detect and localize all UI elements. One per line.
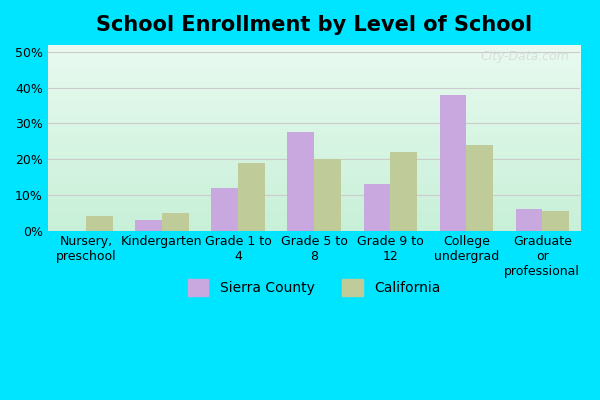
Bar	[86, 216, 113, 230]
Bar	[314, 159, 341, 230]
Text: City-Data.com: City-Data.com	[481, 50, 569, 64]
Title: School Enrollment by Level of School: School Enrollment by Level of School	[96, 15, 532, 35]
Bar	[542, 211, 569, 230]
Legend: Sierra County, California: Sierra County, California	[182, 274, 446, 302]
Bar	[466, 145, 493, 230]
Bar	[136, 220, 162, 230]
Bar	[211, 188, 238, 230]
Bar	[364, 184, 390, 230]
Bar	[440, 95, 466, 230]
Bar	[390, 152, 417, 230]
Bar	[515, 209, 542, 230]
Bar	[238, 163, 265, 230]
Bar	[287, 132, 314, 230]
Bar	[162, 213, 188, 230]
